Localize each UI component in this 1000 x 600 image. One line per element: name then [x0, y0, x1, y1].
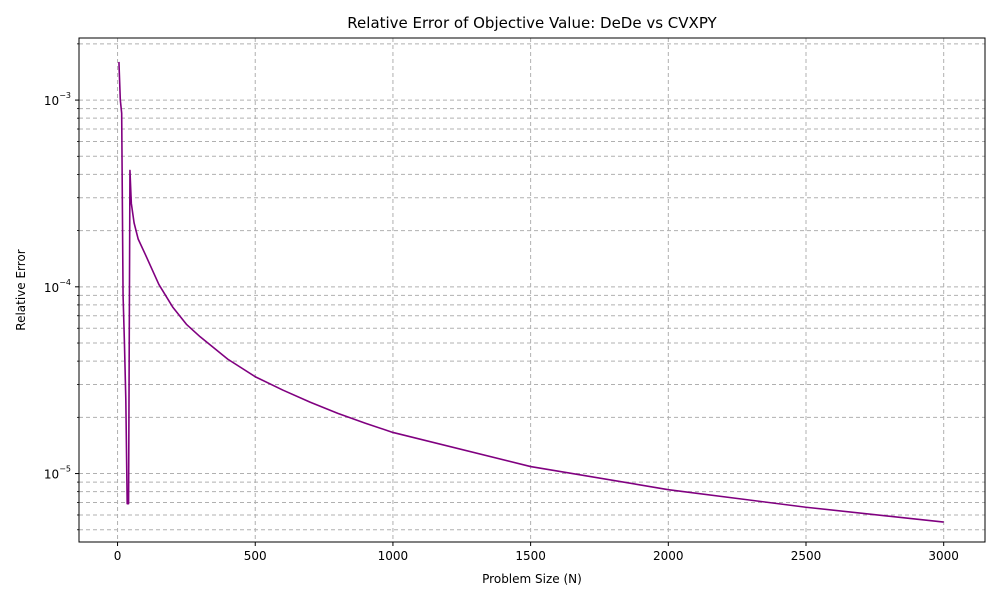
relative-error-line — [118, 61, 944, 523]
x-axis-ticks: 0 500 1000 1500 2000 2500 3000 — [114, 542, 959, 563]
x-tick-label: 1500 — [515, 549, 546, 563]
x-tick-label: 3000 — [928, 549, 959, 563]
x-tick-label: 2000 — [653, 549, 684, 563]
x-axis-label: Problem Size (N) — [482, 572, 582, 586]
y-tick-label: 10−3 — [44, 91, 71, 108]
series-layer — [118, 61, 944, 523]
x-tick-label: 1000 — [378, 549, 409, 563]
x-tick-label: 2500 — [791, 549, 822, 563]
y-axis-ticks: 10−5 10−4 10−3 — [44, 43, 79, 531]
y-axis-label: Relative Error — [14, 249, 28, 331]
x-tick-label: 0 — [114, 549, 122, 563]
plot-area-frame — [78, 37, 986, 543]
x-tick-label: 500 — [244, 549, 267, 563]
grid-layer — [79, 38, 985, 542]
chart-title: Relative Error of Objective Value: DeDe … — [347, 14, 717, 32]
y-tick-label: 10−4 — [44, 278, 71, 295]
y-tick-label: 10−5 — [44, 465, 71, 482]
